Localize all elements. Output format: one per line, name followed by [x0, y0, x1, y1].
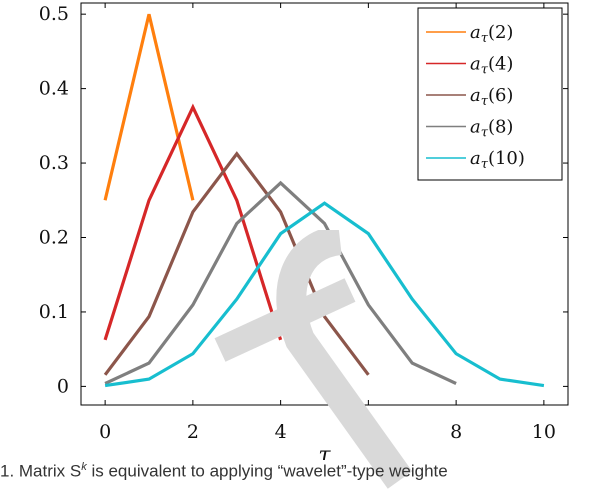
- legend-label: aτ(4): [470, 54, 513, 78]
- caption-text-continued: is equivalent to applying “wavelet”-type…: [86, 461, 448, 481]
- x-tick-label: 2: [187, 421, 199, 443]
- legend: aτ(2) aτ(4) aτ(6) aτ(8) aτ(10): [417, 7, 563, 181]
- y-tick-label: 0: [57, 375, 69, 397]
- series-line-1: [103, 13, 195, 201]
- x-tick-label: 0: [99, 421, 111, 443]
- series-line-5: [104, 201, 545, 388]
- x-tick-label: 4: [275, 421, 287, 443]
- caption-text: 1. Matrix S: [0, 461, 82, 481]
- line-chart: 0 2 4 6 8 10 0 0.1 0.2 0.3 0.4 0.5 τ aτ(2) aτ(4) aτ(6…: [39, 2, 569, 460]
- x-tick-label: 6: [362, 421, 374, 443]
- legend-label: aτ(10): [470, 148, 525, 172]
- x-tick-label: 10: [532, 421, 556, 443]
- caption-superscript: k: [81, 461, 87, 473]
- x-axis-label: τ: [318, 443, 331, 460]
- series-line-3: [103, 151, 370, 376]
- y-tick-label: 0.3: [39, 152, 69, 174]
- x-tick-label: 8: [450, 421, 462, 443]
- legend-label: aτ(8): [470, 117, 513, 141]
- figure-caption: 1. Matrix Sk is equivalent to applying “…: [0, 461, 590, 500]
- y-tick-label: 0.5: [39, 3, 69, 25]
- legend-box: [417, 7, 563, 181]
- series-line-2: [103, 103, 283, 341]
- y-tick-label: 0.2: [39, 227, 69, 249]
- y-tick-label: 0.4: [39, 78, 69, 100]
- legend-label: aτ(2): [470, 22, 513, 46]
- y-tick-label: 0.1: [39, 301, 69, 323]
- legend-label: aτ(6): [470, 85, 513, 109]
